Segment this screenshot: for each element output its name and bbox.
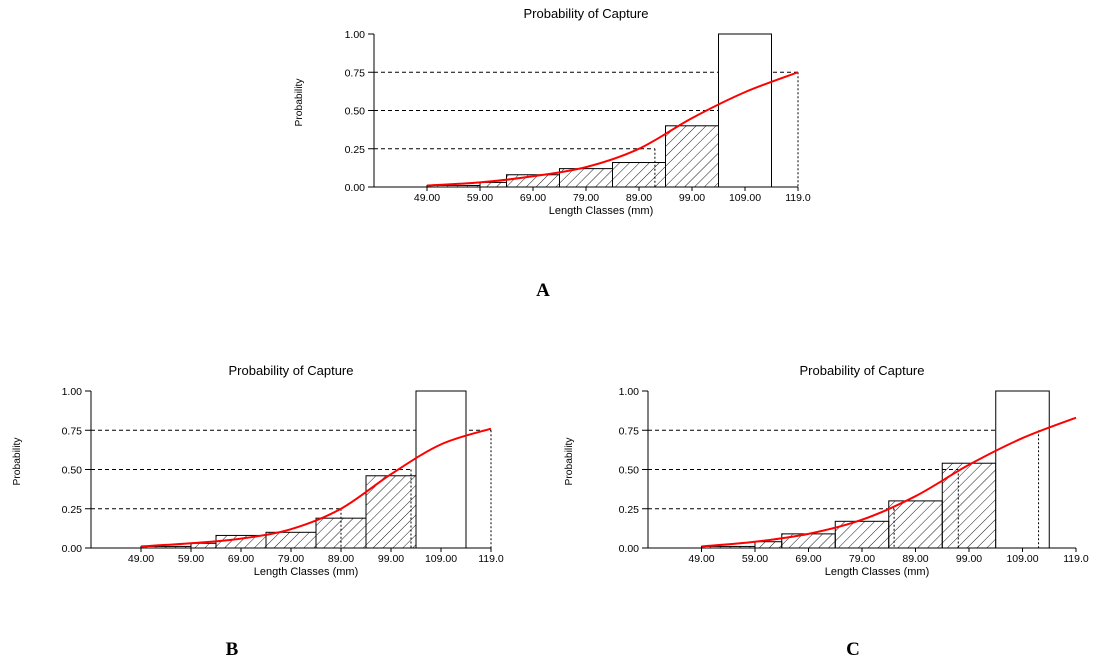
x-tick-label: 99.00: [378, 553, 404, 565]
y-tick-label: 0.00: [345, 182, 366, 194]
x-tick-label: 79.00: [573, 192, 599, 204]
x-tick-label: 89.00: [902, 553, 928, 565]
chart-panel-b: Probability of Capture 0.00 0.25 0.50 0.75 1.…: [12, 363, 504, 660]
histogram-bar: [781, 533, 836, 549]
y-tick-label: 0.50: [62, 465, 83, 477]
histogram-bar: [612, 162, 666, 188]
x-tick-label: 59.00: [467, 192, 493, 204]
x-tick-label: 99.00: [679, 192, 705, 204]
x-tick-label: 119.0: [785, 192, 811, 204]
x-tick-label: 109.00: [425, 553, 457, 565]
x-axis-label: Length Classes (mm): [825, 566, 930, 578]
x-tick-label: 59.00: [178, 553, 204, 565]
y-tick-label: 0.50: [619, 465, 640, 477]
histogram-bar: [665, 125, 719, 188]
x-tick-label: 119.0: [1063, 553, 1089, 565]
x-tick-label: 79.00: [278, 553, 304, 565]
histogram-bar: [215, 534, 267, 549]
x-tick-label: 109.00: [1006, 553, 1038, 565]
x-axis-label: Length Classes (mm): [254, 566, 359, 578]
histogram-bar: [718, 33, 772, 188]
y-tick-label: 1.00: [345, 29, 366, 41]
y-tick-label: 1.00: [62, 386, 83, 398]
x-tick-label: 69.00: [520, 192, 546, 204]
x-axis-label: Length Classes (mm): [549, 205, 654, 217]
histogram-bar: [995, 390, 1050, 549]
chart-panel-a: Probability of Capture 0.00 0.25 0.50 0.75 1.…: [294, 6, 811, 301]
y-tick-label: 0.00: [62, 543, 83, 555]
x-tick-label: 99.00: [956, 553, 982, 565]
y-tick-label: 0.25: [62, 504, 83, 516]
x-tick-label: 49.00: [128, 553, 154, 565]
x-tick-label: 59.00: [742, 553, 768, 565]
probability-curve: [140, 427, 492, 548]
x-tick-label: 89.00: [626, 192, 652, 204]
y-tick-label: 0.50: [345, 106, 366, 118]
y-tick-label: 0.25: [345, 144, 366, 156]
panels: Probability of Capture 0.00 0.25 0.50 0.75 1.…: [12, 6, 1089, 660]
histogram-bar: [754, 541, 783, 549]
chart-title: Probability of Capture: [523, 6, 648, 21]
y-tick-label: 0.00: [619, 543, 640, 555]
y-axis-label: Probability: [564, 438, 575, 486]
x-tick-label: 119.0: [478, 553, 504, 565]
histogram-bar: [415, 390, 467, 549]
y-tick-label: 0.75: [619, 425, 640, 437]
panel-label: C: [846, 639, 860, 660]
chart-panel-c: Probability of Capture 0.00 0.25 0.50 0.75 1.…: [564, 363, 1089, 660]
probability-curve: [701, 416, 1077, 548]
x-tick-label: 79.00: [849, 553, 875, 565]
y-axis-label: Probability: [12, 438, 23, 486]
x-tick-label: 89.00: [328, 553, 354, 565]
y-tick-label: 0.75: [62, 425, 83, 437]
chart-title: Probability of Capture: [799, 363, 924, 378]
chart-title: Probability of Capture: [228, 363, 353, 378]
panel-label: B: [226, 639, 239, 660]
y-tick-label: 0.25: [619, 504, 640, 516]
y-axis-label: Probability: [294, 79, 305, 127]
histogram-bar: [888, 500, 943, 549]
x-tick-label: 49.00: [414, 192, 440, 204]
probability-curve: [426, 71, 799, 187]
histogram-bar: [479, 181, 507, 188]
panel-label: A: [536, 280, 550, 301]
x-tick-label: 109.00: [729, 192, 761, 204]
y-tick-label: 0.75: [345, 67, 366, 79]
histogram-bar: [265, 531, 317, 549]
histogram-bar: [941, 462, 997, 549]
y-tick-label: 1.00: [619, 386, 640, 398]
x-tick-label: 69.00: [228, 553, 254, 565]
x-tick-label: 49.00: [688, 553, 714, 565]
x-tick-label: 69.00: [795, 553, 821, 565]
